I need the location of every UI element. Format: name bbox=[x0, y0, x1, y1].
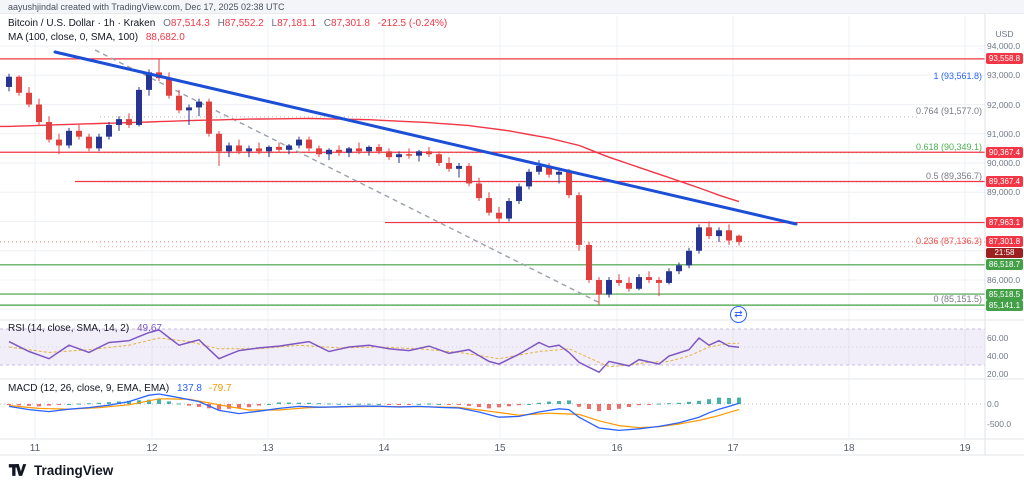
change-value: -212.5 (-0.24%) bbox=[377, 18, 448, 29]
tradingview-logo-icon bbox=[8, 464, 27, 476]
attribution-bar: aayushjindal created with TradingView.co… bbox=[0, 0, 1024, 14]
rsi-tick: 40.00 bbox=[987, 351, 1009, 361]
ma-legend[interactable]: MA (100, close, 0, SMA, 100) 88,682.0 bbox=[8, 32, 185, 43]
fib-level-label: 0.618 (90,349.1) bbox=[915, 141, 982, 152]
time-axis-label: 18 bbox=[843, 443, 855, 454]
fib-level-label: 0.236 (87,136.3) bbox=[915, 235, 982, 246]
time-axis-label: 14 bbox=[378, 443, 390, 454]
low-label: L bbox=[271, 18, 278, 29]
time-axis-label: 12 bbox=[146, 443, 158, 454]
macd-value-1: 137.8 bbox=[176, 383, 202, 394]
svg-text:TradingView: TradingView bbox=[34, 463, 114, 478]
current-price-badge: 87,301.8 bbox=[986, 236, 1023, 248]
tradingview-watermark[interactable]: TradingView bbox=[8, 461, 130, 479]
macd-value-2: -79.7 bbox=[208, 383, 232, 394]
price-level-badge: 93,558.8 bbox=[986, 53, 1023, 65]
rsi-tick: 60.00 bbox=[987, 333, 1009, 343]
sync-icon[interactable]: ⇄ bbox=[730, 306, 747, 323]
price-tick: 86,000.0 bbox=[987, 275, 1021, 285]
time-axis-label: 13 bbox=[262, 443, 274, 454]
low-value: 87,181.1 bbox=[277, 18, 317, 29]
price-level-badge: 86,518.7 bbox=[986, 259, 1023, 271]
price-level-badge: 87,963.1 bbox=[986, 217, 1023, 229]
price-level-badge: 85,141.1 bbox=[986, 299, 1023, 311]
price-tick: 91,000.0 bbox=[987, 128, 1021, 139]
fib-level-label: 0 (85,151.5) bbox=[933, 293, 982, 304]
rsi-tick: 20.00 bbox=[987, 369, 1009, 379]
rsi-legend[interactable]: RSI (14, close, SMA, 14, 2) 49.67 bbox=[8, 323, 162, 334]
price-scale-currency: USD bbox=[995, 29, 1014, 39]
ma-label: MA (100, close, 0, SMA, 100) bbox=[8, 32, 139, 43]
price-level-badge: 89,367.4 bbox=[986, 176, 1023, 187]
time-axis-label: 15 bbox=[494, 443, 506, 454]
time-axis-label: 16 bbox=[611, 443, 623, 454]
attribution-text: aayushjindal created with TradingView.co… bbox=[8, 2, 285, 12]
high-value: 87,552.2 bbox=[224, 18, 264, 29]
fib-level-label: 1 (93,561.8) bbox=[933, 70, 982, 81]
rsi-value: 49.67 bbox=[136, 323, 162, 334]
open-value: 87,514.3 bbox=[170, 18, 210, 29]
close-value: 87,301.8 bbox=[331, 18, 370, 29]
symbol-legend[interactable]: Bitcoin / U.S. Dollar · 1h · Kraken O87,… bbox=[8, 18, 447, 29]
time-axis-label: 19 bbox=[959, 443, 971, 454]
macd-tick: -500.0 bbox=[987, 419, 1012, 429]
price-tick: 92,000.0 bbox=[987, 99, 1021, 110]
price-tick: 90,000.0 bbox=[987, 158, 1021, 168]
macd-tick: 0.0 bbox=[987, 399, 999, 409]
price-tick: 94,000.0 bbox=[987, 41, 1021, 51]
high-label: H bbox=[217, 18, 225, 29]
fib-level-label: 0.764 (91,577.0) bbox=[915, 105, 982, 116]
tradingview-logo-text: TradingView bbox=[34, 463, 114, 478]
rsi-label: RSI (14, close, SMA, 14, 2) bbox=[8, 323, 130, 334]
symbol-title: Bitcoin / U.S. Dollar · 1h · Kraken bbox=[8, 18, 156, 29]
price-level-badge: 85,518.5 bbox=[986, 288, 1023, 300]
open-label: O bbox=[163, 18, 171, 29]
ma-value: 88,682.0 bbox=[145, 32, 185, 43]
fib-level-label: 0.5 (89,356.7) bbox=[925, 170, 982, 181]
price-tick: 93,000.0 bbox=[987, 70, 1021, 81]
close-label: C bbox=[323, 18, 332, 29]
macd-legend[interactable]: MACD (12, 26, close, 9, EMA, EMA) 137.8 … bbox=[8, 383, 232, 394]
time-axis-label: 11 bbox=[29, 443, 41, 454]
macd-label: MACD (12, 26, close, 9, EMA, EMA) bbox=[8, 383, 170, 394]
time-axis-label: 17 bbox=[727, 443, 739, 454]
price-tick: 89,000.0 bbox=[987, 187, 1021, 198]
price-level-badge: 90,367.4 bbox=[986, 146, 1023, 158]
countdown-badge: 21:58 bbox=[986, 247, 1023, 258]
price-chart[interactable] bbox=[0, 0, 1024, 460]
